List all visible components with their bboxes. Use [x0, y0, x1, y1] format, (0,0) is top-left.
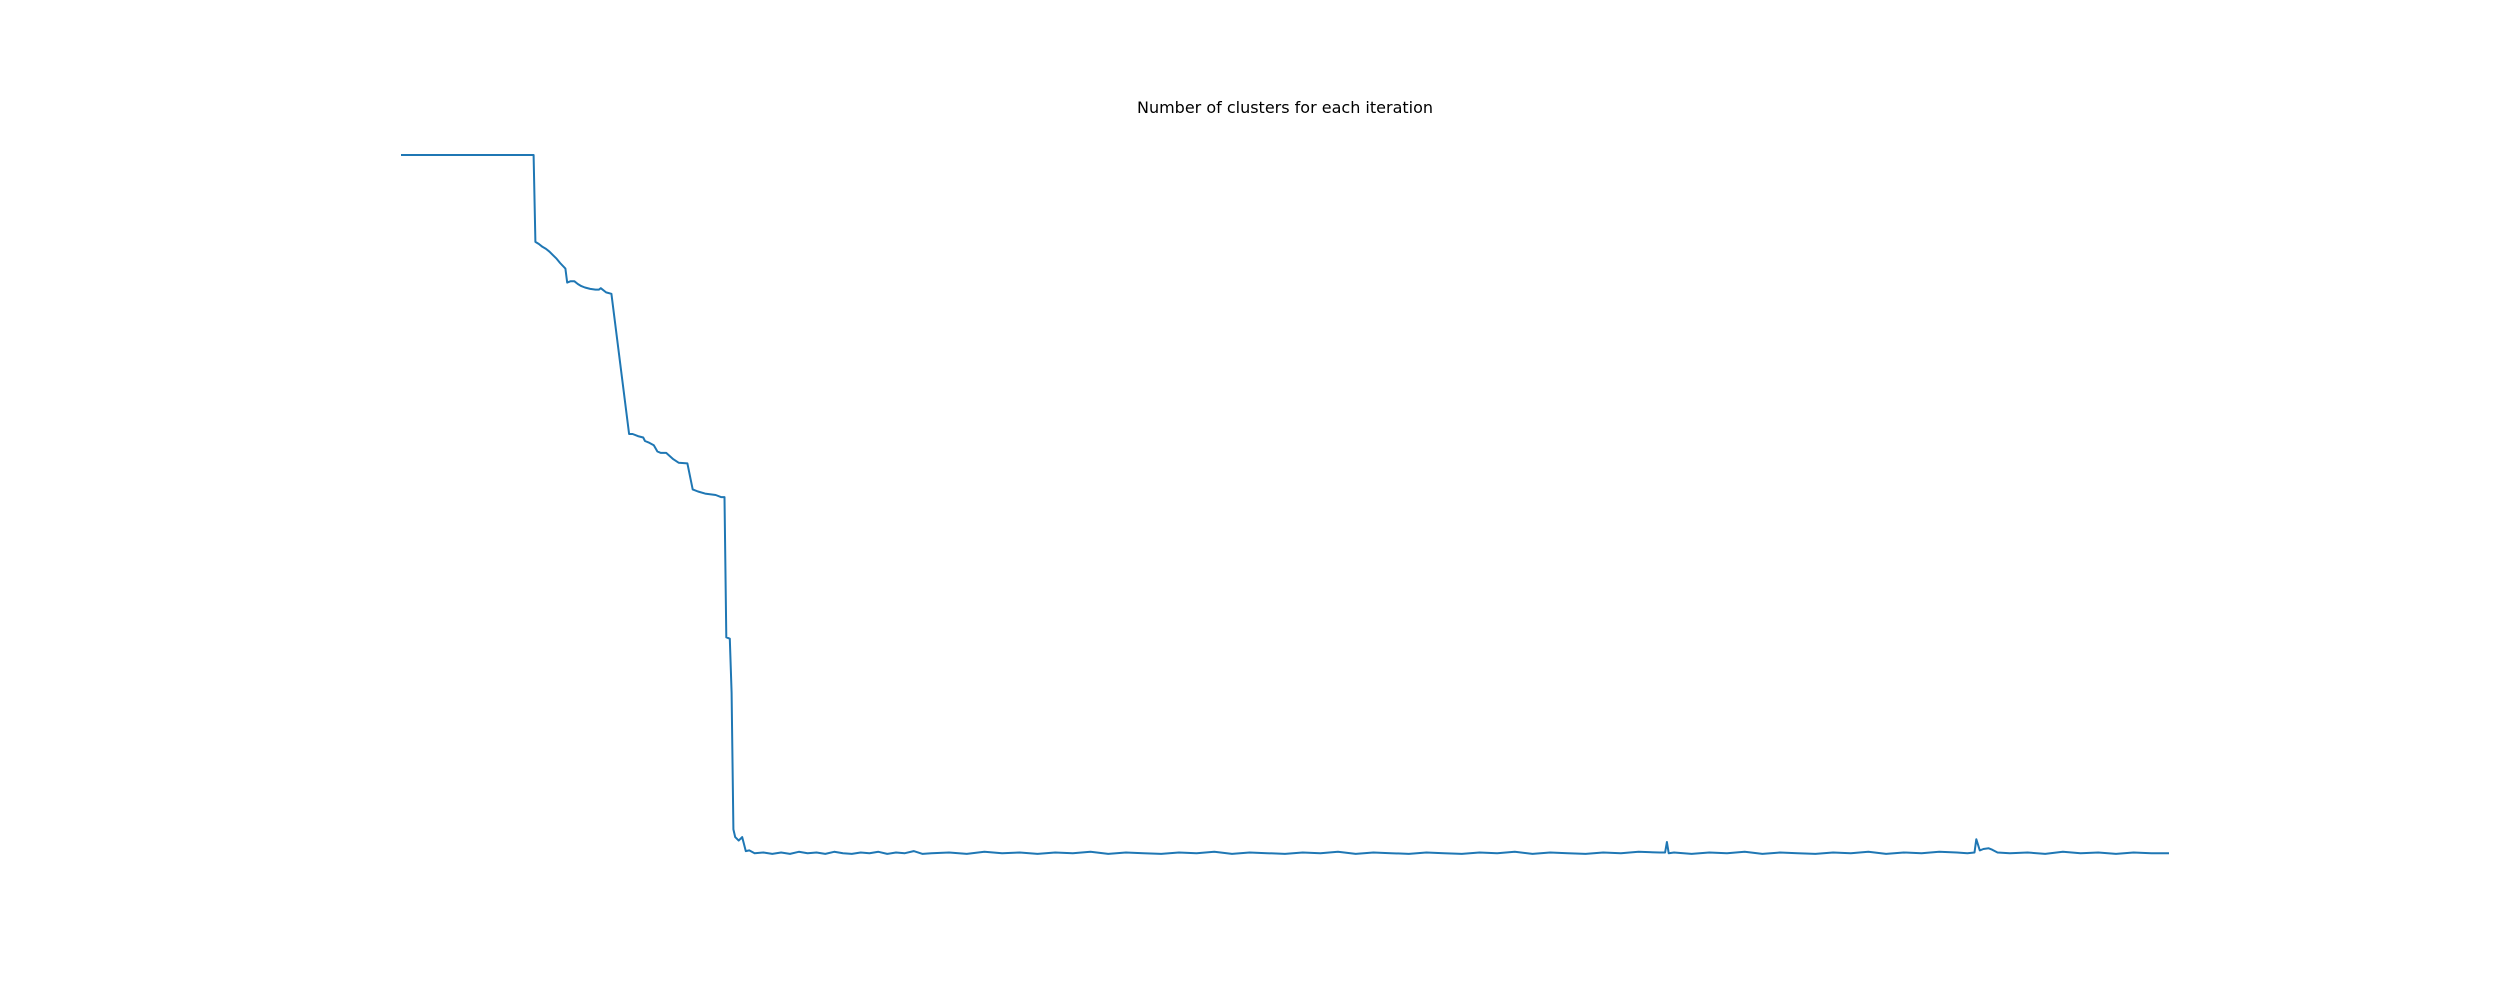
series-line-0 [401, 154, 2169, 855]
series-layer [401, 154, 2169, 855]
chart-title: Number of clusters for each iteration [1137, 98, 1433, 117]
